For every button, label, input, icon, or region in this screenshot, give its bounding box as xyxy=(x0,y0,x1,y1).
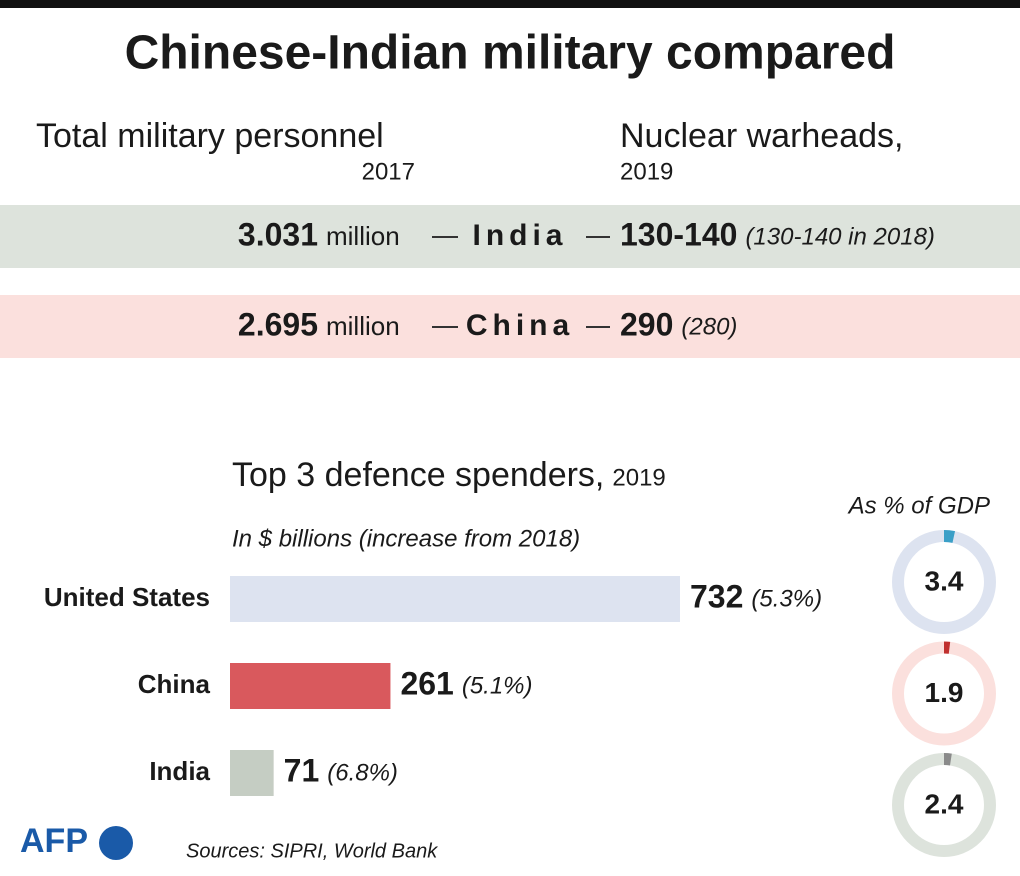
bar-chart-title: Top 3 defence spenders, xyxy=(232,456,604,494)
warheads-label: Nuclear warheads, xyxy=(620,117,903,155)
increase-label: (5.1%) xyxy=(462,672,533,699)
bar-chart-title-year: 2019 xyxy=(612,464,665,491)
bar xyxy=(230,576,680,622)
source: Sources: SIPRI, World Bank xyxy=(186,840,438,862)
increase-label: (6.8%) xyxy=(327,759,398,786)
personnel-year: 2017 xyxy=(362,158,415,185)
donut-value: 2.4 xyxy=(925,788,964,819)
country: India xyxy=(472,219,567,252)
country: China xyxy=(466,309,574,342)
personnel-label: Total military personnel xyxy=(36,117,384,155)
personnel-unit: million xyxy=(326,221,400,251)
category-label: India xyxy=(149,756,210,786)
value-label: 732 xyxy=(690,578,743,614)
warheads-value: 130-140 xyxy=(620,216,737,252)
donut-title: As % of GDP xyxy=(847,492,990,519)
increase-label: (5.3%) xyxy=(751,585,822,612)
warheads-previous: (130-140 in 2018) xyxy=(745,223,934,250)
donut-value: 1.9 xyxy=(925,677,964,708)
warheads-previous: (280) xyxy=(681,313,737,340)
bar xyxy=(230,750,274,796)
donut-value: 3.4 xyxy=(925,565,964,596)
bar-chart-subtitle: In $ billions (increase from 2018) xyxy=(232,525,580,552)
warheads-value: 290 xyxy=(620,306,673,342)
category-label: China xyxy=(138,669,211,699)
personnel-unit: million xyxy=(326,311,400,341)
value-label: 71 xyxy=(284,752,320,788)
value-label: 261 xyxy=(400,665,453,701)
title: Chinese-Indian military compared xyxy=(125,27,896,80)
category-label: United States xyxy=(44,582,210,612)
top-rule xyxy=(0,0,1020,8)
donut-arc xyxy=(943,753,952,766)
donut-arc xyxy=(943,530,956,543)
row-band xyxy=(0,205,1020,268)
bar xyxy=(230,663,391,709)
personnel-value: 2.695 xyxy=(238,306,318,342)
row-band xyxy=(0,295,1020,358)
personnel-value: 3.031 xyxy=(238,216,318,252)
logo-dot xyxy=(99,826,133,860)
warheads-year: 2019 xyxy=(620,158,673,185)
logo: AFP xyxy=(20,822,88,860)
